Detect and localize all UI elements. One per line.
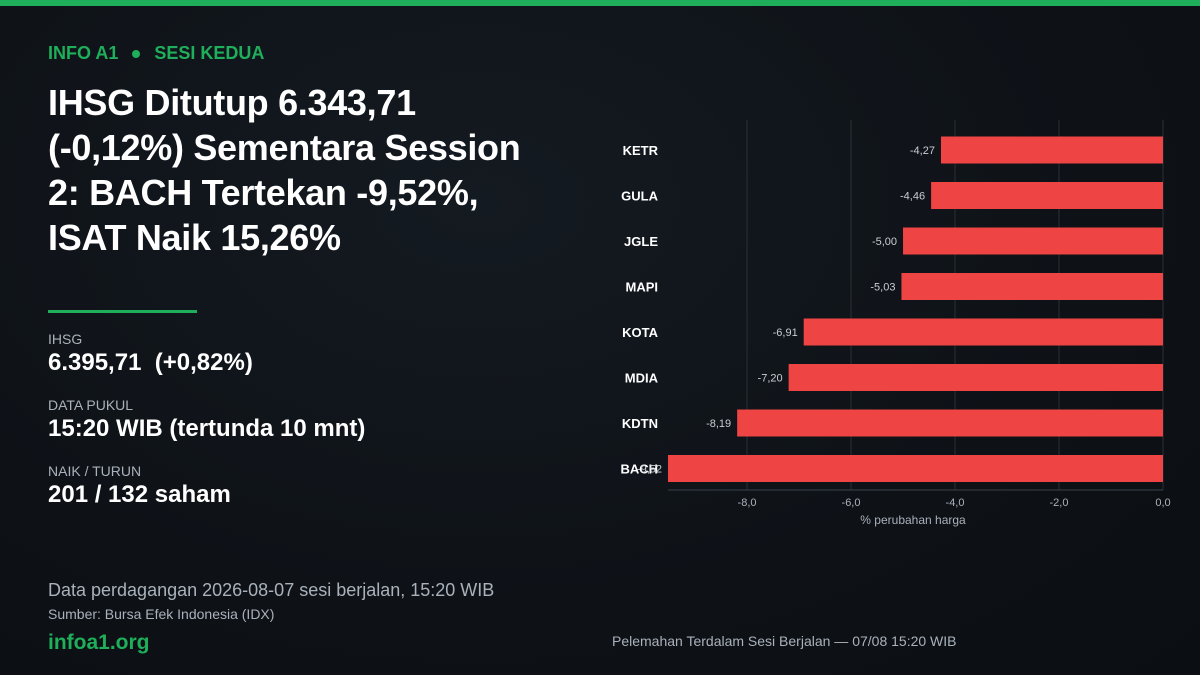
bar-chart: KETR -4,27 GULA -4,46 JGLE -5,00 MAPI -5,03 KOTA… xyxy=(620,120,1171,527)
value-label: -5,00 xyxy=(872,236,897,248)
value-label: -4,46 xyxy=(900,191,925,203)
stat-ihsg-label: IHSG xyxy=(48,331,83,347)
x-tick-label: -2,0 xyxy=(1050,497,1069,509)
category-label: MAPI xyxy=(626,280,659,295)
value-label: -8,19 xyxy=(706,418,731,430)
bar-gula xyxy=(931,182,1163,209)
category-label: JGLE xyxy=(624,234,658,249)
divider xyxy=(48,310,197,313)
accent-top-bar xyxy=(0,0,1200,6)
stat-time: DATA PUKUL 15:20 WIB (tertunda 10 mnt) xyxy=(48,396,365,444)
source-note: Sumber: Bursa Efek Indonesia (IDX) xyxy=(48,606,275,622)
value-label: -5,03 xyxy=(870,282,895,294)
headline: IHSG Ditutup 6.343,71 (-0,12%) Sementara… xyxy=(48,82,521,258)
x-tick-label: 0,0 xyxy=(1155,497,1170,509)
session-tag: SESI KEDUA xyxy=(154,43,265,63)
category-label: GULA xyxy=(621,189,658,204)
x-tick-label: -6,0 xyxy=(842,497,861,509)
value-label: -6,91 xyxy=(773,327,798,339)
bar-kdtn xyxy=(737,409,1163,437)
stat-ihsg-value: 6.395,71 (+0,82%) xyxy=(48,349,253,376)
bullet-dot-icon xyxy=(132,49,141,58)
stat-breadth-value: 201 / 132 saham xyxy=(48,481,231,508)
category-label: KETR xyxy=(623,143,659,158)
data-note: Data perdagangan 2026-08-07 sesi berjala… xyxy=(48,580,495,600)
stat-breadth-label: NAIK / TURUN xyxy=(48,463,142,479)
stat-time-label: DATA PUKUL xyxy=(48,397,134,413)
site-link[interactable]: infoa1.org xyxy=(48,631,150,654)
x-tick-label: -8,0 xyxy=(738,497,757,509)
x-axis-label: % perubahan harga xyxy=(860,513,966,527)
value-label: -7,20 xyxy=(758,373,783,385)
stat-time-value: 15:20 WIB (tertunda 10 mnt) xyxy=(48,415,366,442)
chart-caption: Pelemahan Terdalam Sesi Berjalan — 07/08… xyxy=(612,633,957,649)
category-label: KDTN xyxy=(622,416,658,431)
value-label: -9,52 xyxy=(637,464,662,476)
bar-jgle xyxy=(903,227,1163,255)
bar-mapi xyxy=(901,273,1163,300)
x-tick-label: -4,0 xyxy=(946,497,965,509)
stat-ihsg: IHSG 6.395,71 (+0,82%) xyxy=(48,330,253,378)
kicker: INFO A1 SESI KEDUA xyxy=(48,43,264,64)
bar-bach xyxy=(668,455,1163,482)
bar-mdia xyxy=(788,364,1163,391)
stat-breadth: NAIK / TURUN 201 / 132 saham xyxy=(48,462,231,510)
brand-tag: INFO A1 xyxy=(48,43,119,63)
value-label: -4,27 xyxy=(910,145,935,157)
category-label: KOTA xyxy=(622,325,658,340)
category-label: MDIA xyxy=(625,371,659,386)
bar-kota xyxy=(803,318,1163,346)
bar-ketr xyxy=(940,136,1163,164)
category-label: BACH xyxy=(620,462,658,477)
